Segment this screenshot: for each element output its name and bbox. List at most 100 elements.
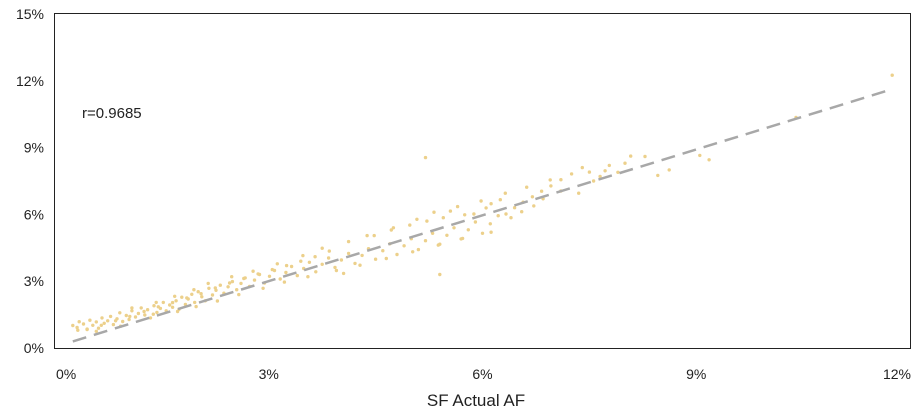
data-point: [489, 230, 493, 234]
data-point: [185, 296, 189, 300]
data-point: [108, 314, 113, 319]
data-point: [210, 293, 215, 297]
data-point: [168, 303, 172, 307]
data-point: [121, 319, 125, 324]
y-tick-label: 9%: [24, 140, 44, 156]
data-point: [598, 174, 602, 179]
data-point: [174, 299, 178, 303]
data-point: [237, 292, 241, 297]
data-point: [175, 309, 180, 314]
data-point: [102, 321, 106, 325]
data-point: [472, 212, 476, 216]
data-point: [128, 314, 132, 319]
y-tick-label: 0%: [24, 340, 44, 356]
data-point: [455, 204, 460, 209]
data-point: [218, 283, 222, 287]
data-point: [256, 272, 260, 276]
data-point: [504, 212, 508, 216]
data-point: [77, 320, 81, 324]
data-point: [155, 310, 159, 315]
data-point: [127, 317, 131, 322]
data-point: [548, 178, 552, 182]
data-point: [320, 262, 324, 266]
data-point: [196, 290, 200, 294]
data-point: [100, 316, 104, 320]
data-point: [473, 220, 478, 224]
data-point: [498, 198, 502, 202]
data-point: [580, 165, 584, 170]
data-point: [99, 323, 104, 327]
data-point: [282, 280, 287, 284]
data-point: [170, 305, 175, 309]
data-point: [569, 172, 574, 176]
data-point: [278, 277, 282, 281]
data-point: [479, 199, 483, 203]
data-point: [623, 161, 627, 165]
data-point: [411, 250, 415, 254]
data-points: [71, 73, 894, 333]
data-point: [496, 214, 500, 218]
data-point: [299, 259, 303, 263]
data-point: [230, 275, 234, 279]
data-point: [341, 271, 346, 276]
data-point: [463, 213, 467, 217]
data-point: [270, 267, 274, 272]
y-tick-label: 15%: [16, 6, 44, 22]
data-point: [415, 217, 419, 221]
data-point: [213, 286, 217, 290]
data-point: [71, 323, 75, 328]
data-point: [525, 185, 529, 189]
data-point: [314, 270, 318, 274]
data-point: [509, 216, 513, 220]
data-point: [207, 286, 211, 290]
data-point: [235, 288, 239, 292]
data-point: [154, 300, 158, 305]
data-point: [88, 318, 92, 322]
data-point: [284, 270, 288, 275]
data-point: [489, 202, 493, 206]
data-point: [346, 251, 351, 256]
data-point: [438, 272, 442, 277]
data-point: [170, 300, 175, 305]
data-point: [408, 223, 412, 227]
data-point: [539, 189, 544, 193]
data-point: [113, 319, 118, 323]
data-point: [436, 243, 440, 247]
data-point: [707, 158, 711, 162]
data-point: [432, 210, 436, 214]
data-point: [267, 274, 272, 278]
data-point: [512, 206, 517, 210]
data-point: [85, 327, 89, 332]
data-point: [520, 210, 524, 214]
data-point: [251, 269, 255, 273]
data-point: [441, 216, 445, 220]
data-point: [289, 264, 294, 269]
data-point: [215, 299, 220, 303]
data-point: [656, 173, 660, 178]
data-point: [559, 178, 563, 182]
data-point: [346, 239, 351, 244]
data-point: [96, 326, 101, 330]
data-point: [577, 191, 581, 195]
data-point: [373, 257, 378, 261]
data-point: [460, 236, 465, 241]
data-point: [326, 256, 331, 260]
data-point: [466, 228, 470, 232]
data-point: [139, 306, 143, 310]
data-point: [339, 258, 344, 262]
data-point: [391, 226, 396, 230]
data-point: [629, 154, 633, 158]
data-point: [503, 191, 507, 195]
data-point: [161, 300, 165, 305]
data-point: [402, 244, 406, 248]
data-point: [124, 313, 128, 318]
data-point: [327, 249, 331, 253]
trendline: [72, 87, 893, 343]
data-point: [151, 312, 155, 316]
data-point: [111, 322, 116, 327]
data-point: [389, 228, 393, 232]
data-point: [301, 253, 305, 258]
y-tick-label: 12%: [16, 73, 44, 89]
data-point: [530, 195, 535, 199]
